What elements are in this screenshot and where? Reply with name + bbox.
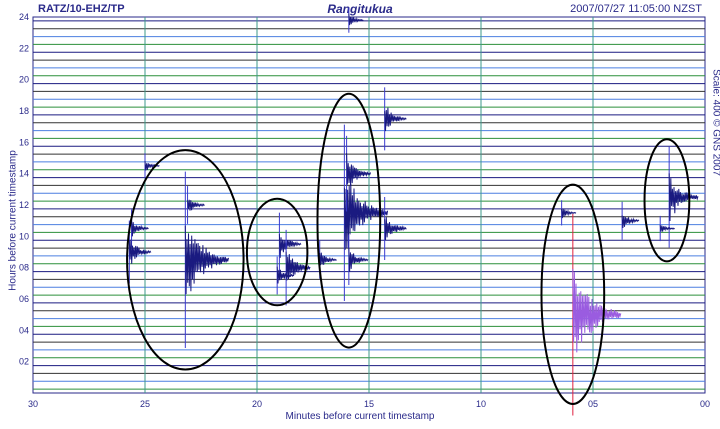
event-waveform [184, 225, 229, 295]
event-waveform [668, 173, 699, 222]
event-waveform [128, 239, 152, 264]
annotation-ellipse [126, 149, 245, 371]
x-tick-label: 05 [588, 399, 598, 409]
station-label: RATZ/10-EHZ/TP [38, 3, 125, 15]
event-waveform [278, 234, 302, 258]
event-waveform [144, 160, 160, 171]
y-tick-label: 12 [19, 200, 29, 210]
scale-note: Scale: 400 © GNS 2007 [710, 69, 720, 176]
y-tick-label: 04 [19, 325, 29, 335]
annotation-ellipse [540, 183, 606, 405]
y-tick-label: 10 [19, 231, 29, 241]
timestamp-label: 2007/07/27 11:05:00 NZST [570, 3, 702, 15]
event-waveform [131, 218, 149, 237]
annotation-ellipse [316, 92, 382, 349]
chart-title: Rangitukua [327, 2, 393, 16]
y-tick-label: 22 [19, 43, 29, 53]
event-waveform [348, 13, 364, 26]
y-tick-label: 18 [19, 106, 29, 116]
x-axis-label: Minutes before current timestamp [285, 411, 435, 422]
y-tick-label: 16 [19, 137, 29, 147]
event-waveform [384, 217, 407, 241]
event-waveform [659, 225, 675, 232]
annotation-ellipse [643, 138, 691, 263]
x-tick-label: 15 [364, 399, 374, 409]
event-waveform [348, 247, 369, 272]
y-tick-label: 14 [19, 169, 29, 179]
y-axis-label: Hours before current timestamp [7, 150, 19, 291]
x-tick-label: 25 [140, 399, 150, 409]
y-tick-label: 02 [19, 357, 29, 367]
event-waveform [276, 266, 295, 284]
event-waveform [346, 153, 372, 187]
x-tick-label: 30 [28, 399, 38, 409]
y-tick-label: 06 [19, 294, 29, 304]
event-waveform [621, 215, 640, 229]
y-tick-label: 24 [19, 12, 29, 22]
x-tick-label: 10 [476, 399, 486, 409]
event-waveform [187, 199, 205, 211]
x-tick-label: 00 [700, 399, 710, 409]
event-waveform [561, 208, 577, 219]
x-tick-label: 20 [252, 399, 262, 409]
event-waveform [384, 107, 407, 132]
event-waveform [319, 252, 337, 266]
annotation-ellipse [245, 197, 309, 307]
y-tick-label: 20 [19, 75, 29, 85]
y-tick-label: 08 [19, 263, 29, 273]
event-waveform [572, 268, 622, 353]
